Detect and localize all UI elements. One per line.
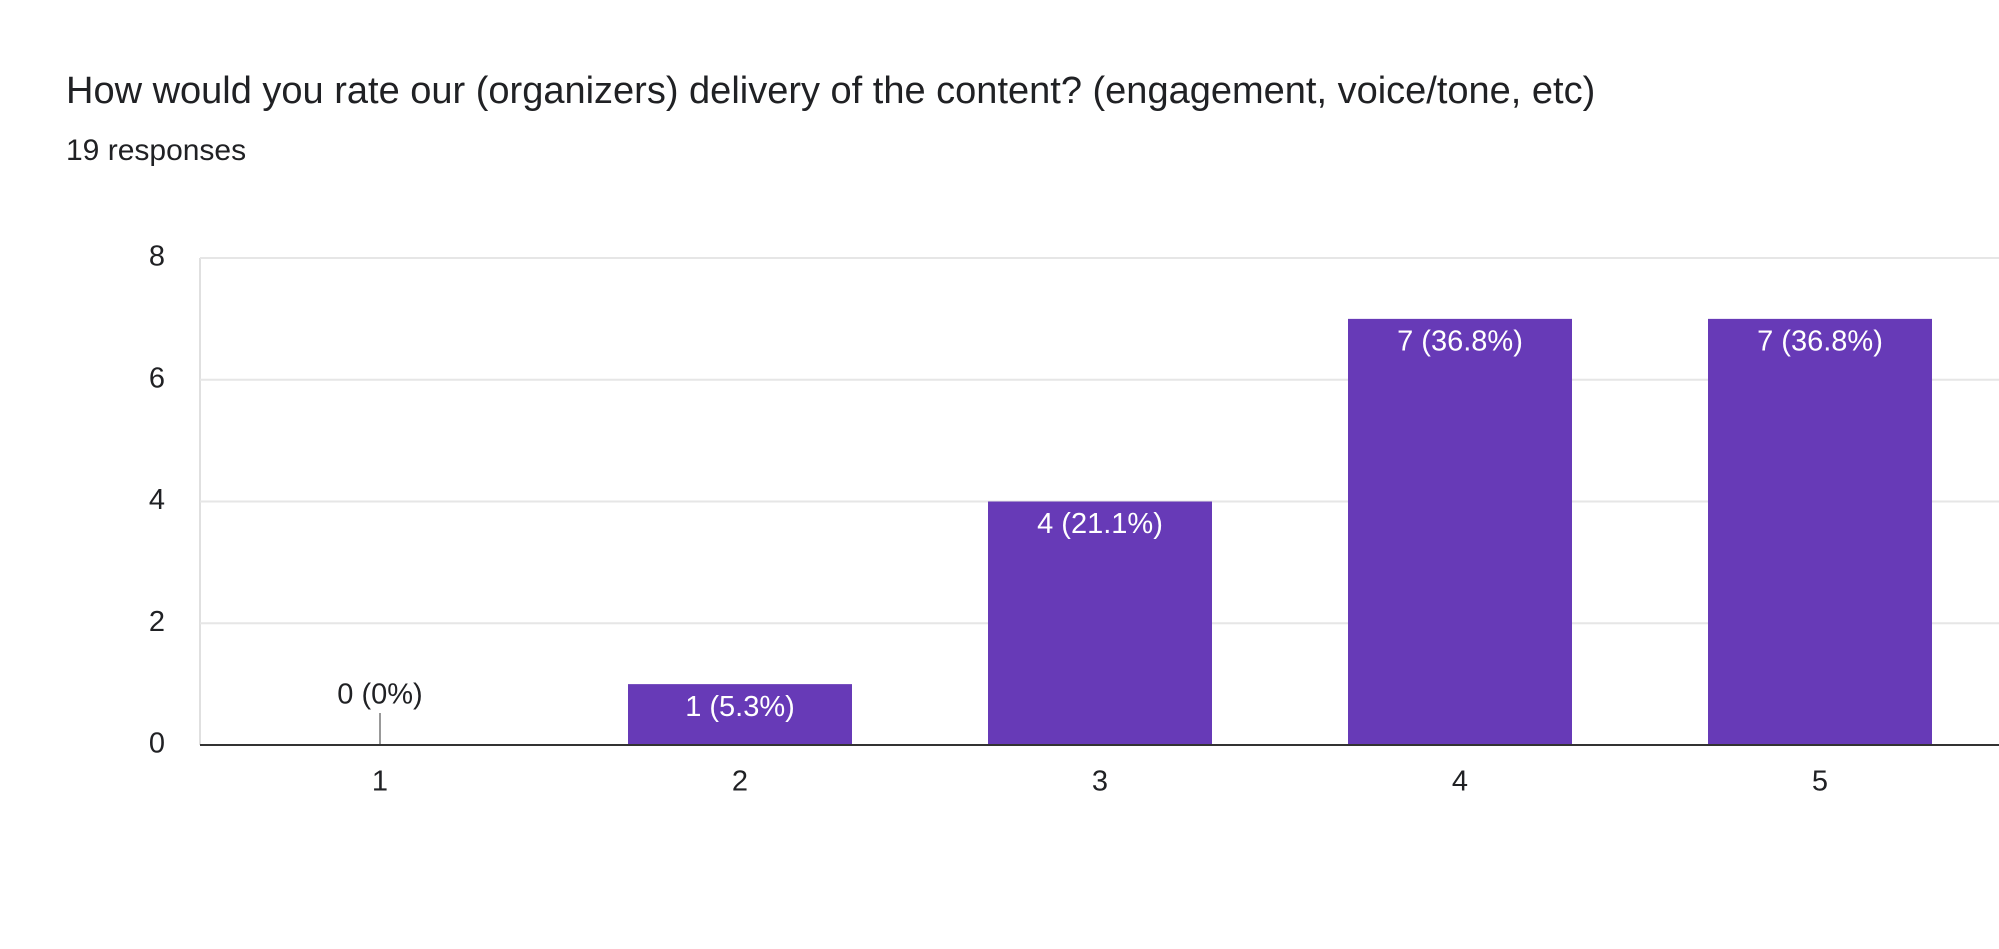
y-tick-label: 4 [149,484,165,516]
y-tick-label: 0 [149,728,165,760]
bar [1708,318,1932,745]
x-tick-label: 2 [732,766,748,798]
data-label: 7 (36.8%) [1397,326,1523,358]
data-label: 7 (36.8%) [1757,326,1883,358]
data-label: 0 (0%) [337,679,422,711]
data-label: 4 (21.1%) [1037,508,1163,540]
x-tick-label: 5 [1812,766,1828,798]
y-tick-label: 6 [149,362,165,394]
chart-title: How would you rate our (organizers) deli… [66,70,1595,112]
bar [988,501,1212,745]
y-tick-label: 8 [149,241,165,273]
y-tick-label: 2 [149,606,165,638]
x-tick-label: 4 [1452,766,1468,798]
bar [628,684,852,745]
bar [1348,318,1572,745]
chart-subtitle: 19 responses [66,134,246,167]
x-tick-label: 3 [1092,766,1108,798]
data-label: 1 (5.3%) [685,691,795,723]
x-tick-label: 1 [372,766,388,798]
